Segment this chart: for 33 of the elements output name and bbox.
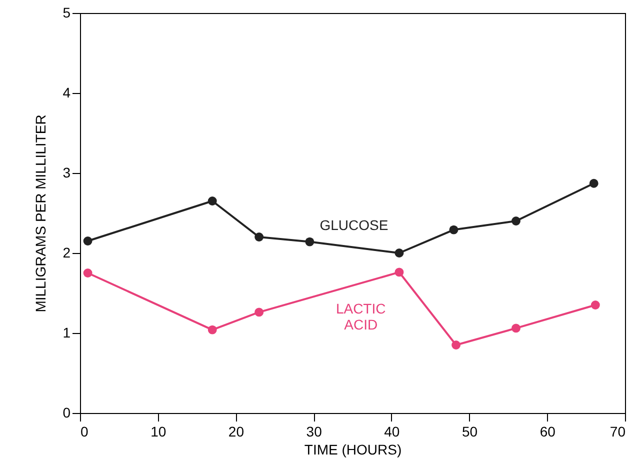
x-tick-label: 40 bbox=[384, 424, 400, 440]
point bbox=[254, 308, 264, 317]
point bbox=[512, 216, 520, 226]
x-tick-label: 30 bbox=[306, 424, 322, 440]
point bbox=[589, 178, 598, 188]
x-tick-label: 50 bbox=[462, 424, 478, 440]
x-tick-label: 0 bbox=[80, 424, 88, 440]
x-tick-label: 70 bbox=[610, 424, 626, 440]
x-tick-label: 60 bbox=[540, 424, 556, 440]
y-axis-title: MILLIGRAMS PER MILLILITER bbox=[32, 114, 49, 312]
series-label: GLUCOSE bbox=[320, 217, 388, 233]
y-tick-label: 3 bbox=[62, 164, 71, 180]
y-tick-label: 1 bbox=[62, 324, 71, 340]
x-tick-label: 10 bbox=[150, 424, 166, 440]
point bbox=[512, 324, 520, 333]
series-label: LACTIC ACID bbox=[336, 300, 386, 332]
point bbox=[83, 268, 92, 278]
y-tick-label: 4 bbox=[62, 84, 71, 100]
point bbox=[452, 340, 461, 350]
point bbox=[394, 248, 404, 258]
point bbox=[83, 236, 92, 246]
point bbox=[449, 225, 458, 234]
point bbox=[208, 325, 217, 334]
y-tick-label: 2 bbox=[62, 244, 71, 260]
point bbox=[394, 268, 404, 277]
x-tick-label: 20 bbox=[228, 424, 244, 440]
x-axis-title: TIME (HOURS) bbox=[304, 442, 402, 458]
point bbox=[590, 300, 600, 310]
point bbox=[254, 232, 264, 242]
point bbox=[305, 237, 314, 246]
point bbox=[208, 196, 217, 206]
y-tick-label: 0 bbox=[62, 404, 71, 420]
y-tick-label: 5 bbox=[62, 4, 71, 20]
